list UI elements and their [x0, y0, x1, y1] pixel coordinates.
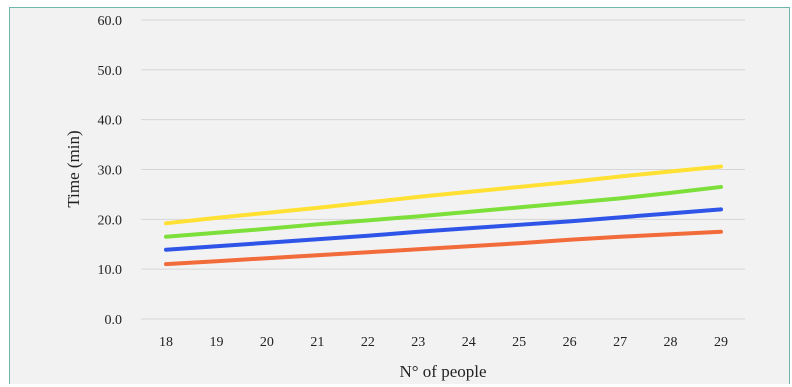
- y-axis-title: Time (min): [64, 130, 83, 207]
- x-tick-label: 26: [563, 335, 577, 350]
- x-tick-label: 25: [512, 335, 526, 350]
- y-tick-label: 50.0: [98, 64, 123, 79]
- y-tick-label: 10.0: [98, 263, 123, 278]
- x-tick-label: 18: [159, 335, 173, 350]
- x-tick-label: 23: [411, 335, 425, 350]
- series-line-4: [164, 229, 723, 267]
- x-tick-label: 29: [714, 335, 728, 350]
- series-line-1: [164, 164, 723, 226]
- x-tick-label: 22: [361, 335, 375, 350]
- y-tick-label: 40.0: [98, 114, 123, 129]
- y-tick-label: 20.0: [98, 213, 123, 228]
- gridlines: [141, 19, 745, 320]
- x-tick-label: 24: [462, 335, 476, 350]
- y-tick-label: 30.0: [98, 164, 123, 179]
- x-tick-label: 20: [260, 335, 274, 350]
- y-tick-label: 60.0: [98, 14, 123, 29]
- y-tick-labels: 0.0 10.0 20.0 30.0 40.0 50.0 60.0: [98, 14, 123, 328]
- x-tick-label: 28: [664, 335, 678, 350]
- x-tick-labels: 18 19 20 21 22 23 24 25 26 27 28 29: [159, 335, 728, 350]
- series-lines: [164, 164, 723, 267]
- x-tick-label: 21: [310, 335, 324, 350]
- series-line-2: [164, 184, 723, 239]
- x-tick-label: 27: [613, 335, 627, 350]
- x-axis-title: N° of people: [399, 362, 486, 381]
- x-tick-label: 19: [209, 335, 223, 350]
- y-tick-label: 0.0: [105, 313, 123, 328]
- series-line-3: [164, 207, 723, 252]
